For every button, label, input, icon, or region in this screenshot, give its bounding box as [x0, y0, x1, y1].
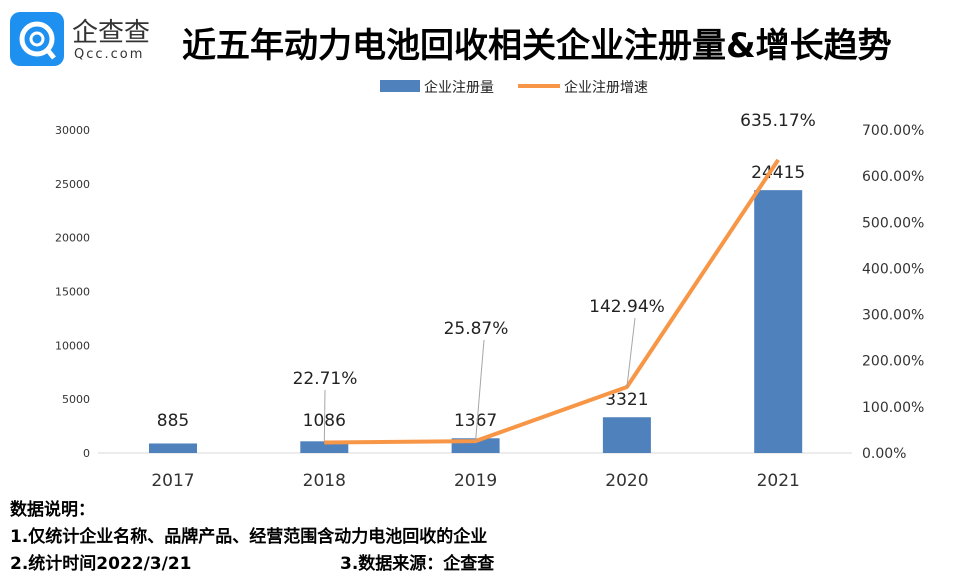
right-tick-label: 300.00%	[862, 308, 924, 324]
notes: 数据说明： 1.仅统计企业名称、品牌产品、经营范围含动力电池回收的企业 2.统计…	[10, 497, 494, 578]
right-tick-label: 100.00%	[862, 400, 924, 416]
x-tick-label: 2019	[454, 471, 497, 491]
legend: 企业注册量 企业注册增速	[380, 79, 648, 96]
logo-domain: Qcc.com	[74, 47, 145, 62]
legend-label-line: 企业注册增速	[564, 79, 648, 96]
left-tick-label: 5000	[62, 393, 90, 406]
qcc-logo-icon	[10, 12, 64, 66]
chart: 企业注册量 企业注册增速 0 5000 10000 15000 20000 25000 30…	[55, 79, 924, 491]
notes-line1: 1.仅统计企业名称、品牌产品、经营范围含动力电池回收的企业	[10, 527, 488, 547]
x-tick-label: 2021	[757, 471, 800, 491]
growth-label: 25.87%	[444, 319, 509, 339]
left-tick-label: 10000	[55, 339, 90, 352]
notes-line3: 3.数据来源：企查查	[340, 554, 495, 574]
notes-heading: 数据说明：	[10, 500, 95, 520]
bar-label: 1367	[454, 411, 497, 431]
x-tick-label: 2020	[605, 471, 648, 491]
bar-label: 3321	[605, 390, 648, 410]
logo-text: 企查查	[72, 18, 151, 48]
growth-line	[324, 158, 780, 445]
x-tick-label: 2017	[151, 471, 194, 491]
bar	[602, 417, 651, 453]
right-tick-label: 700.00%	[862, 123, 924, 139]
label-leader-line	[323, 389, 326, 443]
right-tick-label: 500.00%	[862, 215, 924, 231]
left-tick-label: 25000	[55, 178, 90, 191]
right-tick-label: 600.00%	[862, 169, 924, 185]
left-tick-label: 30000	[55, 124, 90, 137]
bar-label: 24415	[751, 163, 805, 183]
x-tick-label: 2018	[303, 471, 346, 491]
legend-swatch-bar	[380, 80, 420, 92]
right-tick-label: 0.00%	[862, 446, 906, 462]
bar-label: 885	[157, 411, 189, 431]
right-tick-label: 400.00%	[862, 261, 924, 277]
left-tick-label: 15000	[55, 286, 90, 299]
growth-label: 635.17%	[740, 111, 816, 131]
bar	[149, 443, 197, 453]
page-title: 近五年动力电池回收相关企业注册量&增长趋势	[182, 26, 892, 66]
left-tick-label: 20000	[55, 232, 90, 245]
left-tick-label: 0	[83, 447, 90, 460]
right-tick-label: 200.00%	[862, 354, 924, 370]
bar	[754, 190, 803, 453]
growth-label: 142.94%	[589, 297, 665, 317]
label-leader-line	[475, 339, 485, 442]
notes-line2: 2.统计时间2022/3/21	[10, 554, 192, 574]
legend-label-bar: 企业注册量	[424, 79, 494, 96]
label-leader-line	[626, 317, 636, 388]
bar	[300, 441, 349, 453]
growth-label: 22.71%	[293, 369, 358, 389]
